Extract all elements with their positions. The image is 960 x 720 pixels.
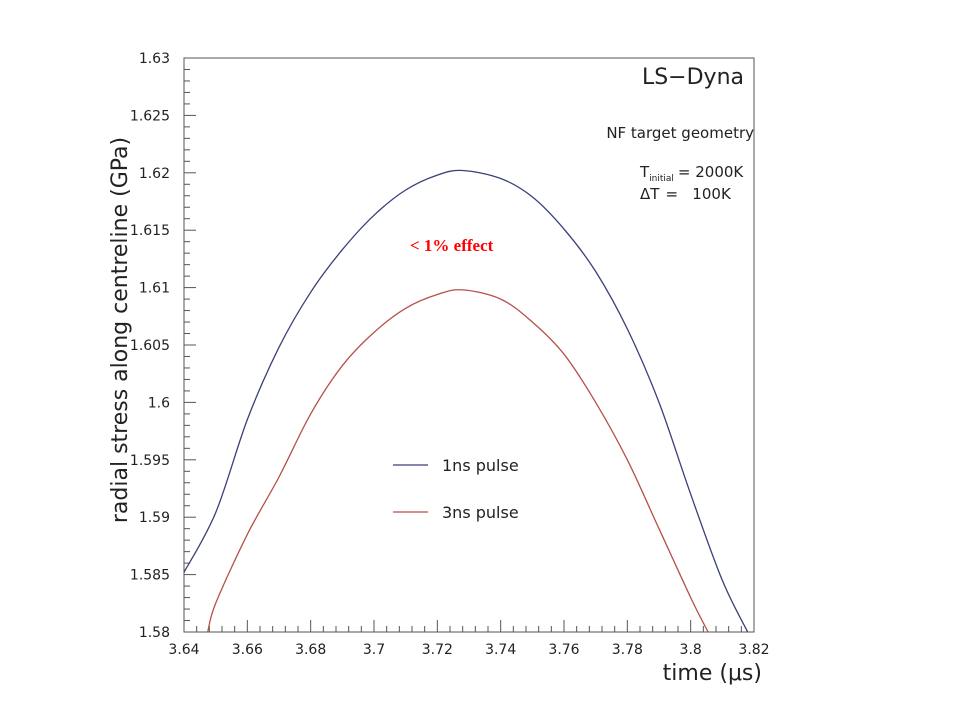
y-tick-label: 1.59 [139,510,170,526]
y-tick-label: 1.58 [139,625,170,641]
y-tick-label: 1.615 [130,223,170,239]
x-tick-label: 3.64 [168,642,199,658]
y-tick-label: 1.595 [130,453,170,469]
x-axis-title-unit: μs [728,661,753,686]
x-tick-label: 3.66 [232,642,263,658]
x-axis-title-close: ) [753,661,762,686]
y-tick-label: 1.605 [130,338,170,354]
dt-value: = 100K [665,185,732,203]
t-initial-value: = 2000K [678,163,745,181]
x-tick-label: 3.74 [485,642,516,658]
t-initial-label: Tinitial = 2000K [639,163,744,184]
y-tick-label: 1.6 [148,395,170,411]
dt-symbol: ΔT [640,185,660,203]
y-axis-title: radial stress along centreline (GPa) [108,137,133,523]
x-axis-title: time (μs) [663,661,762,686]
legend-label-1ns: 1ns pulse [442,456,519,475]
x-tick-label: 3.72 [422,642,453,658]
y-tick-label: 1.61 [139,281,170,297]
t-initial-symbol: T [639,163,650,181]
x-tick-label: 3.7 [363,642,385,658]
x-tick-label: 3.82 [738,642,769,658]
legend: 1ns pulse 3ns pulse [393,456,519,522]
brand-label: LS−Dyna [642,65,744,90]
y-tick-label: 1.585 [130,568,170,584]
effect-annotation: < 1% effect [410,236,494,255]
x-tick-label: 3.76 [548,642,579,658]
series-group [183,169,749,633]
x-axis-title-text: time ( [663,661,728,686]
y-tick-label: 1.63 [139,51,170,67]
y-axis-ticks: 1.58 1.585 1.59 1.595 1.6 1.605 1.61 1.615 1.62 1… [130,51,196,641]
dt-label: ΔT = 100K [640,185,732,203]
series-line-1ns [183,169,749,633]
x-tick-label: 3.78 [612,642,643,658]
y-tick-label: 1.625 [130,108,170,124]
x-axis-ticks: 3.64 3.66 3.68 3.7 3.72 3.74 3.76 3.78 3.8 3.82 [168,620,770,658]
plot-frame [183,57,755,633]
x-tick-label: 3.8 [680,642,702,658]
geometry-label: NF target geometry [606,124,754,142]
x-tick-label: 3.68 [295,642,326,658]
legend-label-3ns: 3ns pulse [442,503,519,522]
y-tick-label: 1.62 [139,166,170,182]
t-initial-subscript: initial [649,174,674,184]
series-line-3ns [207,289,709,633]
